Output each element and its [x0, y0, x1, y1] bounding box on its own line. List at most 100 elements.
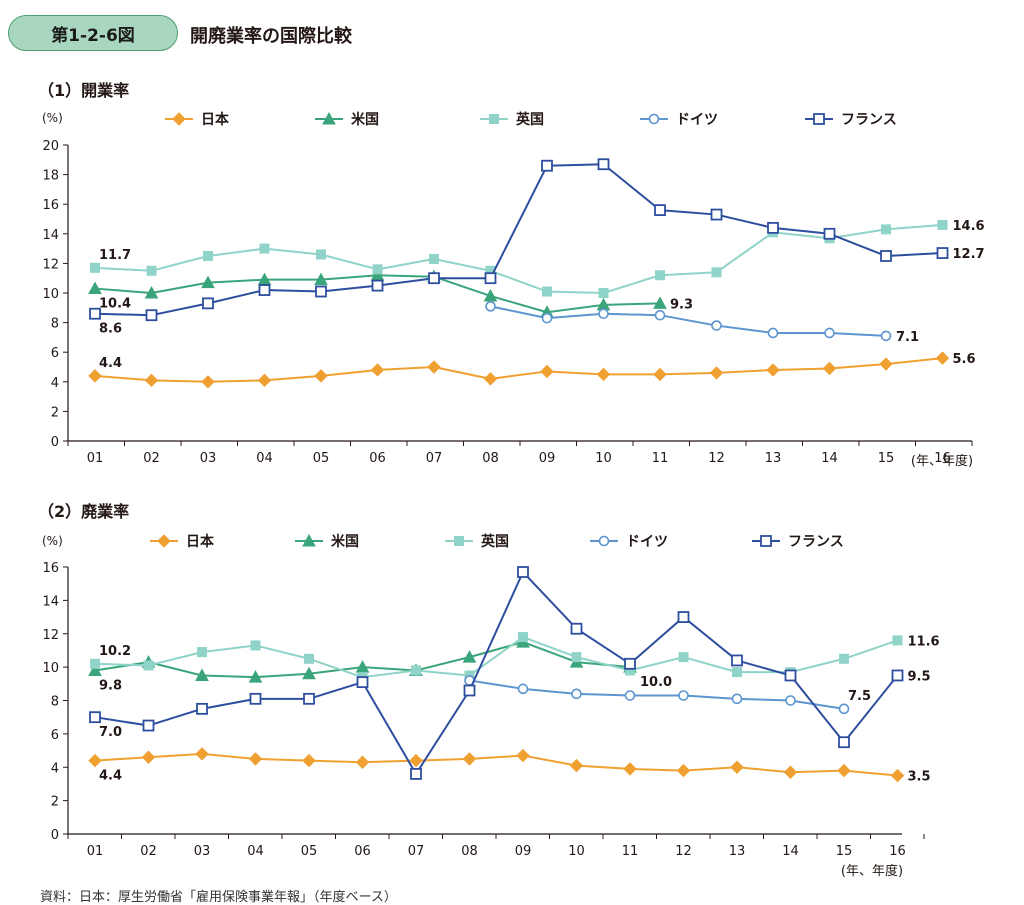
- x-tick-label: 04: [247, 844, 264, 859]
- data-point: [484, 272, 497, 285]
- data-point: [371, 279, 384, 292]
- series-日本: [88, 747, 905, 783]
- legend-label: 英国: [515, 111, 544, 128]
- x-tick-label: 03: [200, 451, 217, 466]
- data-point: [356, 676, 369, 689]
- data-label: 10.4: [99, 297, 131, 312]
- legend-entry: フランス: [752, 534, 844, 550]
- data-point: [678, 652, 689, 663]
- y-tick-label: 2: [51, 795, 59, 810]
- data-point: [144, 285, 159, 299]
- series-line: [94, 752, 898, 777]
- x-tick-label: 04: [256, 451, 273, 466]
- data-point: [541, 159, 553, 172]
- data-label: 14.6: [953, 219, 985, 234]
- series-日本: [88, 351, 950, 389]
- data-point: [838, 703, 850, 715]
- x-tick-label: 05: [313, 451, 330, 466]
- data-point: [936, 247, 949, 259]
- data-point: [304, 653, 314, 664]
- series-line: [469, 679, 845, 710]
- y-tick-label: 18: [42, 169, 59, 184]
- x-tick-label: 09: [539, 451, 556, 466]
- data-label: 9.5: [908, 669, 931, 684]
- x-tick-label: 15: [878, 451, 895, 466]
- series-line: [490, 305, 887, 337]
- data-point: [937, 219, 948, 230]
- data-point: [302, 753, 316, 768]
- data-point: [655, 270, 665, 281]
- data-point: [597, 158, 610, 171]
- data-point: [372, 264, 383, 275]
- y-tick-label: 16: [42, 561, 59, 576]
- data-point: [653, 367, 667, 382]
- series-英国: [90, 219, 948, 298]
- x-tick-label: 16: [934, 451, 951, 466]
- legend-entry: 米国: [295, 533, 359, 550]
- data-point: [879, 357, 893, 371]
- data-point: [732, 667, 742, 678]
- data-point: [370, 363, 385, 377]
- x-tick-label: 13: [729, 844, 746, 859]
- data-point: [258, 284, 271, 296]
- data-point: [518, 632, 528, 643]
- series-line: [94, 636, 898, 679]
- series-line: [94, 571, 899, 775]
- data-point: [303, 692, 315, 705]
- data-point: [623, 762, 637, 776]
- data-point: [784, 669, 797, 682]
- x-tick-label: 07: [408, 844, 425, 859]
- y-tick-label: 2: [51, 405, 59, 420]
- data-point: [315, 285, 327, 298]
- series-ドイツ: [464, 675, 850, 715]
- data-point: [624, 690, 636, 701]
- x-tick-label: 11: [652, 451, 669, 466]
- data-point: [314, 272, 328, 286]
- data-label: 7.1: [896, 330, 919, 345]
- x-tick-label: 01: [87, 844, 104, 859]
- data-point: [316, 249, 326, 260]
- data-point: [881, 224, 891, 235]
- x-axis-unit-label: (年、年度): [911, 453, 973, 469]
- x-tick-label: 03: [194, 844, 211, 859]
- x-tick-label: 16: [889, 844, 906, 859]
- y-axis-unit-label: (%): [42, 111, 63, 125]
- data-point: [249, 692, 262, 705]
- legend-entry: 米国: [315, 111, 379, 128]
- legend-label: 日本: [186, 533, 215, 550]
- legend-label: 英国: [480, 533, 509, 550]
- series-フランス: [89, 566, 904, 780]
- legend-entry: 日本: [150, 533, 215, 550]
- data-point: [678, 690, 689, 701]
- legend-marker: [489, 114, 499, 124]
- legend-label: 米国: [331, 533, 359, 550]
- data-label: 7.0: [99, 725, 122, 740]
- data-point: [88, 281, 102, 295]
- data-point: [596, 367, 611, 382]
- data-point: [880, 330, 892, 342]
- data-point: [409, 753, 423, 768]
- data-point: [248, 670, 263, 683]
- data-point: [766, 363, 780, 377]
- data-point: [569, 758, 584, 773]
- series-英国: [90, 632, 903, 683]
- data-point: [839, 653, 849, 664]
- data-point: [838, 736, 850, 749]
- data-point: [257, 373, 272, 388]
- data-point: [709, 366, 724, 380]
- legend-marker: [648, 113, 660, 125]
- data-point: [823, 227, 836, 240]
- data-point: [598, 288, 609, 298]
- series-line: [94, 357, 943, 383]
- data-point: [676, 763, 691, 778]
- data-point: [411, 665, 421, 676]
- data-point: [625, 665, 635, 676]
- data-label: 4.4: [99, 769, 122, 784]
- data-point: [540, 364, 554, 379]
- y-tick-label: 14: [42, 594, 59, 609]
- legend-marker: [322, 111, 336, 125]
- data-point: [571, 652, 582, 663]
- data-label: 9.3: [670, 297, 693, 312]
- data-point: [570, 622, 583, 635]
